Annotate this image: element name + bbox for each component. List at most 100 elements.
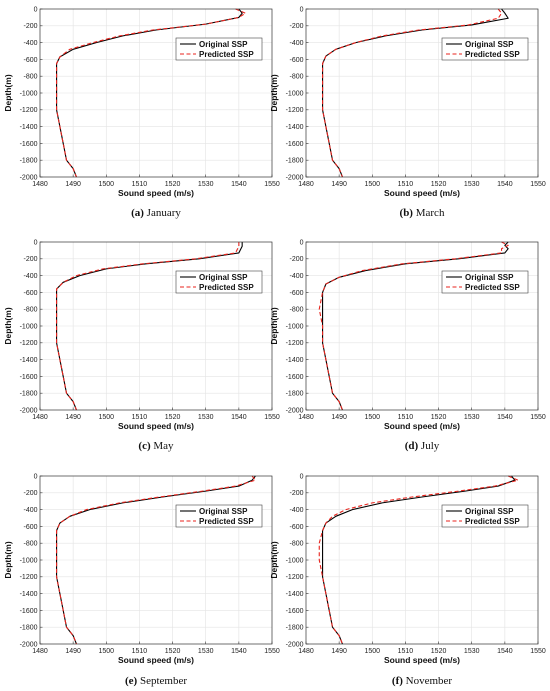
y-tick-label: 0 <box>34 6 38 13</box>
y-axis-label: Depth(m) <box>3 541 13 578</box>
caption-month: November <box>403 675 453 687</box>
y-tick-label: -600 <box>23 524 37 531</box>
x-tick-label: 1490 <box>331 181 347 188</box>
y-tick-label: -1200 <box>286 574 304 581</box>
y-tick-label: -1600 <box>286 608 304 615</box>
y-tick-label: -1600 <box>20 141 38 148</box>
x-tick-label: 1530 <box>464 648 480 655</box>
y-tick-label: -1400 <box>20 591 38 598</box>
legend-entry-original: Original SSP <box>465 507 514 516</box>
y-tick-label: -1200 <box>20 574 38 581</box>
legend-entry-original: Original SSP <box>465 273 514 282</box>
x-axis-label: Sound speed (m/s) <box>384 421 460 431</box>
y-tick-label: -2000 <box>286 174 304 181</box>
x-tick-label: 1500 <box>98 181 114 188</box>
x-tick-label: 1550 <box>264 181 280 188</box>
y-tick-label: -2000 <box>20 641 38 648</box>
y-tick-label: -2000 <box>286 641 304 648</box>
y-tick-label: -2000 <box>286 407 304 414</box>
y-tick-label: -200 <box>23 23 37 30</box>
caption-month: May <box>151 440 174 452</box>
caption-letter: (a) <box>131 207 144 219</box>
y-tick-label: -1000 <box>286 323 304 330</box>
x-tick-label: 1540 <box>231 648 247 655</box>
chart-panel-4: 1480 1490 1500 1510 1520 1530 1540 1550 0 -200 -40… <box>3 473 280 687</box>
y-tick-label: -600 <box>289 290 303 297</box>
y-tick-label: -200 <box>23 490 37 497</box>
x-tick-label: 1490 <box>331 414 347 421</box>
panel-caption: (a) January <box>131 207 181 219</box>
y-tick-label: -1800 <box>20 625 38 632</box>
panel-caption: (c) May <box>138 440 174 452</box>
x-axis-label: Sound speed (m/s) <box>384 655 460 665</box>
legend-box <box>441 270 529 294</box>
y-tick-label: -400 <box>289 507 303 514</box>
y-tick-label: -800 <box>289 541 303 548</box>
chart-panel-3: 1480 1490 1500 1510 1520 1530 1540 1550 0 -200 -40… <box>269 239 546 452</box>
x-tick-label: 1540 <box>497 414 513 421</box>
panel-caption: (e) September <box>125 675 187 687</box>
legend-box <box>441 37 529 61</box>
x-tick-label: 1520 <box>431 414 447 421</box>
x-tick-label: 1480 <box>298 648 314 655</box>
x-tick-label: 1520 <box>165 648 181 655</box>
y-tick-label: -800 <box>23 307 37 314</box>
series-line-predicted <box>56 242 240 411</box>
x-tick-label: 1530 <box>198 648 214 655</box>
legend-box <box>175 37 263 61</box>
x-tick-label: 1550 <box>530 181 546 188</box>
caption-letter: (b) <box>400 207 414 219</box>
legend-entry-original: Original SSP <box>199 507 248 516</box>
y-tick-label: -1000 <box>20 90 38 97</box>
x-tick-label: 1480 <box>298 414 314 421</box>
y-tick-label: -1400 <box>20 124 38 131</box>
x-tick-label: 1530 <box>464 414 480 421</box>
caption-letter: (f) <box>392 675 403 687</box>
series-line-predicted <box>56 475 256 645</box>
y-tick-label: -1800 <box>286 391 304 398</box>
x-tick-label: 1490 <box>65 181 81 188</box>
legend-entry-predicted: Predicted SSP <box>199 283 254 292</box>
x-tick-label: 1540 <box>497 648 513 655</box>
legend-entry-original: Original SSP <box>465 40 514 49</box>
y-tick-label: 0 <box>34 473 38 480</box>
legend-box <box>175 504 263 528</box>
y-tick-label: -1200 <box>286 107 304 114</box>
y-tick-label: -1200 <box>20 340 38 347</box>
y-axis-label: Depth(m) <box>3 74 13 111</box>
x-tick-label: 1510 <box>132 181 148 188</box>
x-tick-label: 1510 <box>398 648 414 655</box>
y-tick-label: -1000 <box>20 557 38 564</box>
panel-caption: (f) November <box>392 675 453 687</box>
x-tick-label: 1490 <box>65 648 81 655</box>
y-tick-label: -600 <box>289 57 303 64</box>
legend-entry-original: Original SSP <box>199 40 248 49</box>
y-tick-label: -400 <box>23 40 37 47</box>
y-tick-label: -1600 <box>286 374 304 381</box>
y-tick-label: 0 <box>300 239 304 246</box>
x-axis-label: Sound speed (m/s) <box>118 188 194 198</box>
legend-entry-original: Original SSP <box>199 273 248 282</box>
panel-caption: (b) March <box>400 207 445 219</box>
y-tick-label: 0 <box>300 6 304 13</box>
y-tick-label: -200 <box>289 490 303 497</box>
x-tick-label: 1500 <box>98 414 114 421</box>
x-tick-label: 1490 <box>331 648 347 655</box>
x-tick-label: 1480 <box>32 648 48 655</box>
x-tick-label: 1550 <box>264 648 280 655</box>
series-line-predicted <box>318 241 509 411</box>
x-tick-label: 1540 <box>231 414 247 421</box>
x-tick-label: 1500 <box>364 181 380 188</box>
x-tick-label: 1520 <box>431 181 447 188</box>
y-tick-label: -1800 <box>286 625 304 632</box>
y-tick-label: -2000 <box>20 407 38 414</box>
chart-panel-1: 1480 1490 1500 1510 1520 1530 1540 1550 0 -200 -40… <box>269 6 546 219</box>
y-tick-label: -400 <box>23 273 37 280</box>
x-tick-label: 1540 <box>231 181 247 188</box>
x-tick-label: 1480 <box>32 181 48 188</box>
caption-month: September <box>137 675 187 687</box>
y-tick-label: -200 <box>23 256 37 263</box>
legend-box <box>175 270 263 294</box>
y-tick-label: -800 <box>23 541 37 548</box>
y-tick-label: -1800 <box>286 158 304 165</box>
